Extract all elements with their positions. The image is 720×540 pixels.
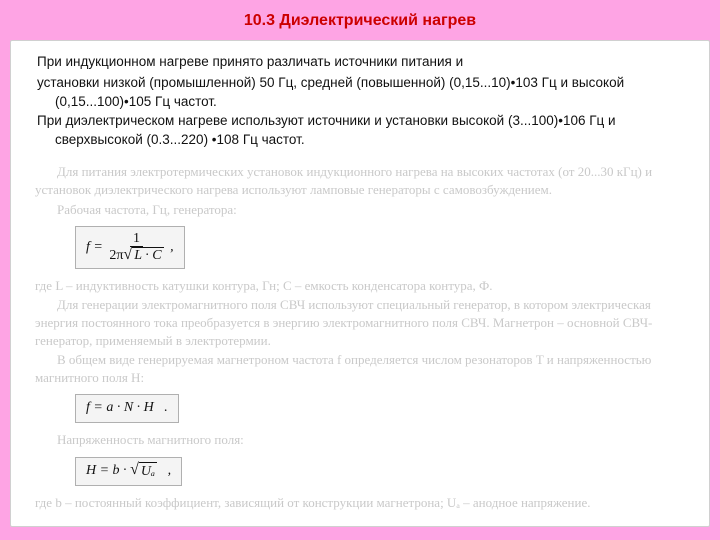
equation-1-row: f = 1 2π√L · C , bbox=[75, 226, 691, 269]
eq3-sqrt-arg: Uₐ bbox=[139, 462, 157, 482]
equation-1-box: f = 1 2π√L · C , bbox=[75, 226, 185, 269]
eq1-den: 2π√L · C bbox=[106, 247, 166, 263]
faint-line-4: Для генерации электромагнитного поля СВЧ… bbox=[35, 296, 691, 349]
eq3-tail: , bbox=[161, 463, 172, 478]
equation-2-row: f = a · N · H . bbox=[75, 394, 691, 423]
equation-3-row: H = b · √Uₐ , bbox=[75, 457, 691, 487]
slide-title: 10.3 Диэлектрический нагрев bbox=[244, 12, 476, 29]
eq1-fraction: 1 2π√L · C bbox=[106, 231, 166, 264]
eq1-num: 1 bbox=[130, 231, 143, 247]
paragraph-3: При диэлектрическом нагреве используют и… bbox=[29, 112, 691, 150]
equation-3-box: H = b · √Uₐ , bbox=[75, 457, 182, 487]
faint-block: Для питания электротермических установок… bbox=[29, 159, 691, 512]
faint-line-1: Для питания электротермических установок… bbox=[35, 163, 691, 198]
eq2-text: f = a · N · H bbox=[86, 400, 154, 415]
eq1-sqrt: √L · C bbox=[123, 247, 163, 263]
slide-page: 10.3 Диэлектрический нагрев При индукцио… bbox=[0, 0, 720, 540]
eq2-tail: . bbox=[157, 400, 168, 415]
eq1-lhs: f = bbox=[86, 240, 103, 255]
eq1-sqrt-arg: L · C bbox=[132, 247, 163, 263]
eq1-tail: , bbox=[170, 240, 174, 255]
content-box: При индукционном нагреве принято различа… bbox=[10, 40, 710, 527]
title-bar: 10.3 Диэлектрический нагрев bbox=[10, 8, 710, 40]
eq3-lhs: H = b · bbox=[86, 463, 127, 478]
paragraph-1: При индукционном нагреве принято различа… bbox=[29, 53, 691, 72]
eq3-sqrt: √Uₐ bbox=[130, 462, 157, 482]
faint-line-7: где b – постоянный коэффициент, зависящи… bbox=[35, 494, 691, 512]
faint-line-6: Напряженность магнитного поля: bbox=[35, 431, 691, 449]
paragraph-2: установки низкой (промышленной) 50 Гц, с… bbox=[29, 74, 691, 112]
radical-icon: √ bbox=[123, 247, 132, 263]
faint-line-2: Рабочая частота, Гц, генератора: bbox=[35, 201, 691, 219]
faint-line-3: где L – индуктивность катушки контура, Г… bbox=[35, 277, 691, 295]
eq1-den-prefix: 2π bbox=[109, 248, 123, 263]
faint-line-5: В общем виде генерируемая магнетроном ча… bbox=[35, 351, 691, 386]
radical-icon: √ bbox=[130, 462, 139, 482]
equation-2-box: f = a · N · H . bbox=[75, 394, 179, 423]
